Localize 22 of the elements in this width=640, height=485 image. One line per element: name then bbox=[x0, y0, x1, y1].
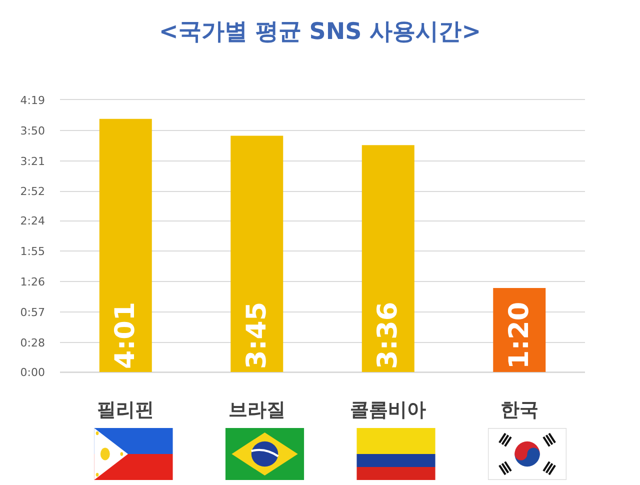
data-label: 4:01 bbox=[110, 302, 142, 369]
x-tick-label: 한국 bbox=[500, 398, 538, 421]
y-tick-label: 3:21 bbox=[20, 154, 45, 168]
y-tick-label: 2:24 bbox=[20, 214, 45, 228]
y-tick-label: 4:19 bbox=[20, 94, 45, 107]
y-tick-label: 1:55 bbox=[20, 245, 45, 258]
x-tick-label: 필리핀 bbox=[97, 398, 154, 421]
data-label: 3:36 bbox=[372, 302, 404, 369]
x-tick-label: 콜롬비아 bbox=[350, 398, 426, 421]
y-tick-label: 1:26 bbox=[20, 276, 45, 289]
x-tick-label: 브라질 bbox=[228, 398, 286, 421]
chart-title: <국가별 평균 SNS 사용시간> bbox=[159, 19, 481, 46]
y-tick-label: 0:00 bbox=[20, 366, 45, 379]
y-tick-label: 0:57 bbox=[20, 306, 45, 319]
y-tick-label: 2:52 bbox=[20, 185, 45, 198]
bar bbox=[362, 145, 414, 372]
bar bbox=[99, 118, 152, 372]
bar bbox=[230, 136, 284, 372]
data-label: 3:45 bbox=[241, 302, 272, 369]
y-tick-label: 0:28 bbox=[20, 336, 45, 350]
data-label: 1:20 bbox=[504, 302, 535, 369]
y-tick-label: 3:50 bbox=[20, 124, 45, 138]
